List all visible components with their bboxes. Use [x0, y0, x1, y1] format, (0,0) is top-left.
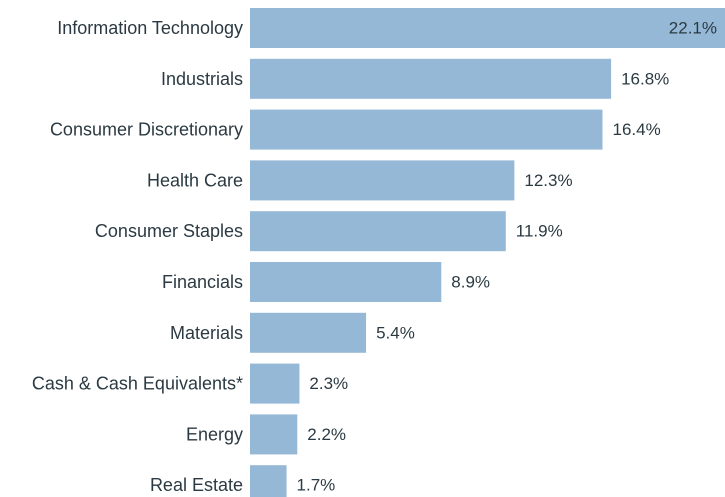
category-label: Industrials: [161, 69, 243, 89]
value-label: 8.9%: [451, 273, 490, 292]
category-label: Health Care: [147, 170, 243, 190]
bar: [250, 160, 515, 201]
bar: [250, 414, 298, 455]
value-label: 1.7%: [297, 476, 336, 495]
category-label: Materials: [170, 323, 243, 343]
bar: [250, 8, 725, 48]
category-label: Real Estate: [150, 475, 243, 495]
bar: [250, 211, 506, 252]
value-label: 16.4%: [612, 120, 660, 139]
value-label: 12.3%: [524, 171, 572, 190]
bar: [250, 109, 603, 150]
bars-group: [250, 8, 725, 497]
category-label: Consumer Discretionary: [50, 120, 243, 140]
value-label: 2.2%: [307, 425, 346, 444]
bar: [250, 465, 287, 497]
value-label: 2.3%: [309, 374, 348, 393]
value-label: 5.4%: [376, 323, 415, 342]
value-label: 16.8%: [621, 69, 669, 88]
value-label: 22.1%: [669, 19, 717, 38]
bar: [250, 363, 300, 404]
value-label: 11.9%: [516, 222, 563, 241]
value-labels: 22.1% 16.8% 16.4% 12.3% 11.9% 8.9% 5.4% 2.3% 2.2…: [297, 19, 717, 495]
category-labels: Information Technology Industrials Consume…: [32, 18, 243, 495]
category-label: Financials: [162, 272, 243, 292]
bar: [250, 58, 612, 99]
category-label: Cash & Cash Equivalents*: [32, 374, 243, 394]
category-label: Energy: [186, 424, 243, 444]
category-label: Information Technology: [57, 18, 243, 38]
bar: [250, 312, 367, 353]
category-label: Consumer Staples: [95, 221, 243, 241]
bar: [250, 262, 442, 302]
